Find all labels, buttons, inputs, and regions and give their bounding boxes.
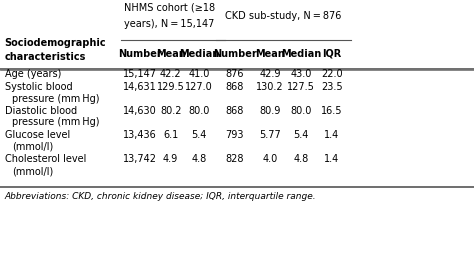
Text: 22.0: 22.0 (321, 70, 343, 79)
Text: pressure (mm Hg): pressure (mm Hg) (12, 94, 100, 104)
Text: Number: Number (118, 49, 162, 59)
Text: 868: 868 (226, 82, 244, 92)
Text: 5.4: 5.4 (293, 130, 309, 140)
Text: 793: 793 (225, 130, 244, 140)
Text: 4.8: 4.8 (293, 155, 309, 164)
Text: 23.5: 23.5 (321, 82, 343, 92)
Text: Diastolic blood: Diastolic blood (5, 106, 77, 116)
Text: 14,631: 14,631 (123, 82, 157, 92)
Text: 42.9: 42.9 (259, 70, 281, 79)
Text: 4.0: 4.0 (263, 155, 278, 164)
Text: 13,742: 13,742 (123, 155, 157, 164)
Text: 5.77: 5.77 (259, 130, 281, 140)
Text: Sociodemographic: Sociodemographic (5, 38, 106, 48)
Text: Age (years): Age (years) (5, 70, 61, 79)
Text: NHMS cohort (≥18: NHMS cohort (≥18 (124, 2, 215, 12)
Text: Median: Median (179, 49, 219, 59)
Text: 4.8: 4.8 (191, 155, 207, 164)
Text: 80.2: 80.2 (160, 106, 182, 116)
Text: 13,436: 13,436 (123, 130, 157, 140)
Text: 80.0: 80.0 (290, 106, 312, 116)
Text: (mmol/l): (mmol/l) (12, 166, 53, 176)
Text: 828: 828 (225, 155, 244, 164)
Text: 43.0: 43.0 (290, 70, 312, 79)
Text: (mmol/l): (mmol/l) (12, 142, 53, 152)
Text: 876: 876 (225, 70, 244, 79)
Text: years), N = 15,147: years), N = 15,147 (124, 19, 215, 29)
Text: 42.2: 42.2 (160, 70, 182, 79)
Text: Median: Median (281, 49, 321, 59)
Text: Cholesterol level: Cholesterol level (5, 155, 86, 164)
Text: Abbreviations: CKD, chronic kidney disease; IQR, interquartile range.: Abbreviations: CKD, chronic kidney disea… (5, 192, 316, 201)
Text: Mean: Mean (156, 49, 185, 59)
Text: pressure (mm Hg): pressure (mm Hg) (12, 118, 100, 127)
Text: 127.5: 127.5 (287, 82, 315, 92)
Text: 41.0: 41.0 (188, 70, 210, 79)
Text: 6.1: 6.1 (163, 130, 178, 140)
Text: Number: Number (213, 49, 256, 59)
Text: 14,630: 14,630 (123, 106, 157, 116)
Text: Systolic blood: Systolic blood (5, 82, 73, 92)
Text: IQR: IQR (322, 49, 341, 59)
Text: 4.9: 4.9 (163, 155, 178, 164)
Text: 5.4: 5.4 (191, 130, 207, 140)
Text: 868: 868 (226, 106, 244, 116)
Text: 80.0: 80.0 (188, 106, 210, 116)
Text: 80.9: 80.9 (259, 106, 281, 116)
Text: CKD sub-study, N = 876: CKD sub-study, N = 876 (225, 11, 341, 21)
Text: 1.4: 1.4 (324, 130, 339, 140)
Text: 16.5: 16.5 (321, 106, 343, 116)
Text: Glucose level: Glucose level (5, 130, 70, 140)
Text: characteristics: characteristics (5, 52, 86, 62)
Text: 15,147: 15,147 (123, 70, 157, 79)
Text: 130.2: 130.2 (256, 82, 284, 92)
Text: 129.5: 129.5 (157, 82, 184, 92)
Text: 1.4: 1.4 (324, 155, 339, 164)
Text: 127.0: 127.0 (185, 82, 213, 92)
Text: Mean: Mean (255, 49, 285, 59)
